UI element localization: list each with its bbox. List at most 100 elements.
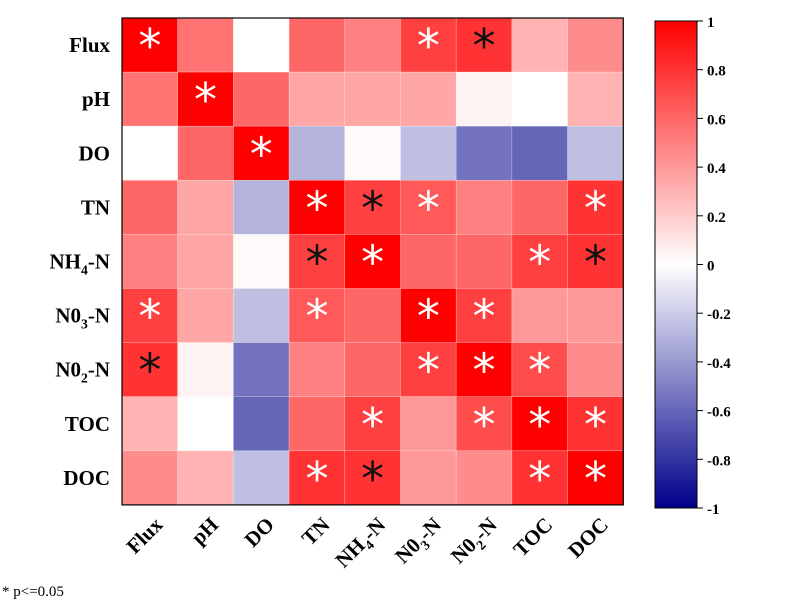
significance-marker: * — [473, 19, 496, 73]
heatmap-cell — [344, 450, 401, 506]
heatmap-cell — [121, 180, 179, 235]
heatmap-cell — [177, 71, 234, 127]
heatmap-cell — [511, 17, 568, 73]
heatmap-cell — [455, 342, 513, 398]
heatmap-cell — [511, 288, 568, 343]
heatmap-cell — [511, 180, 568, 235]
heatmap-cell — [344, 288, 401, 343]
heatmap-cell — [233, 396, 290, 452]
heatmap-cell — [288, 125, 346, 181]
heatmap-cell — [455, 450, 513, 506]
heatmap-cell — [344, 125, 401, 181]
heatmap-frame — [121, 17, 624, 506]
heatmap-cell — [567, 342, 624, 398]
colorbar-tick-label: -1 — [707, 502, 720, 518]
significance-marker: * — [305, 290, 328, 344]
heatmap-cell — [121, 396, 179, 452]
heatmap-cell — [121, 450, 179, 506]
significance-marker: * — [417, 290, 440, 344]
heatmap-cell — [567, 288, 624, 343]
row-label: TOC — [65, 412, 110, 436]
significance-marker: * — [417, 344, 440, 398]
significance-marker: * — [361, 452, 384, 506]
column-label: DOC — [563, 513, 613, 563]
colorbar-tick-label: -0.4 — [707, 356, 731, 372]
significance-marker: * — [138, 290, 161, 344]
significance-marker: * — [584, 398, 607, 452]
heatmap-cell — [455, 288, 513, 343]
column-label: NH4-N — [330, 513, 392, 575]
heatmap-cell — [400, 288, 457, 343]
heatmap-cell — [567, 396, 624, 452]
column-label: DO — [240, 513, 279, 552]
heatmap-cell — [233, 125, 290, 181]
row-label: DO — [79, 141, 111, 165]
significance-marker: * — [194, 73, 217, 127]
significance-marker: * — [417, 181, 440, 235]
colorbar-tick-label: -0.2 — [707, 307, 731, 323]
heatmap-cell — [400, 71, 457, 127]
heatmap-cell — [511, 342, 568, 398]
significance-footnote: * p<=0.05 — [2, 584, 64, 600]
row-labels: Flux pH DO TN NH4-N N03-N N02-N TOC DOC — [50, 33, 111, 490]
row-label: TN — [81, 195, 110, 219]
significance-marker: * — [528, 235, 551, 289]
significance-marker: * — [584, 452, 607, 506]
heatmap-cell — [233, 288, 290, 343]
heatmap-cell — [177, 17, 234, 73]
heatmap-cell — [121, 17, 179, 73]
heatmap-cell — [121, 71, 179, 127]
heatmap-cell — [511, 71, 568, 127]
significance-marker: * — [473, 398, 496, 452]
heatmap-cell — [344, 342, 401, 398]
heatmap-cell — [177, 288, 234, 343]
heatmap-cell — [233, 450, 290, 506]
significance-marker: * — [138, 19, 161, 73]
heatmap-cell — [400, 180, 457, 235]
colorbar-tick-label: -0.6 — [707, 405, 731, 421]
heatmap-cell — [233, 234, 290, 289]
colorbar-tick-label: 1 — [707, 15, 715, 31]
significance-marker: * — [138, 344, 161, 398]
row-label: pH — [82, 87, 110, 111]
significance-marker: * — [473, 344, 496, 398]
colorbar-tick-label: 0.4 — [707, 161, 726, 177]
heatmap-cell — [400, 17, 457, 73]
heatmap-cell — [344, 396, 401, 452]
column-label: N03-N — [390, 513, 448, 571]
heatmap-cell — [177, 180, 234, 235]
significance-marker: * — [584, 181, 607, 235]
row-label: Flux — [69, 33, 110, 57]
significance-marker: * — [528, 344, 551, 398]
heatmap-cell — [288, 17, 346, 73]
heatmap-cell — [288, 342, 346, 398]
heatmap-cell — [511, 450, 568, 506]
colorbar: 1 0.8 0.6 0.4 0.2 0 -0.2 -0.4 -0.6 -0.8 -1 — [654, 15, 731, 518]
heatmap-cell — [511, 125, 568, 181]
heatmap-cell — [177, 450, 234, 506]
heatmap-cell — [567, 450, 624, 506]
heatmap-cell — [177, 396, 234, 452]
heatmap-cell — [567, 71, 624, 127]
heatmap-cell — [400, 342, 457, 398]
significance-marker: * — [305, 181, 328, 235]
heatmap-cells: * * **** * * ** * * ** * * ** * * ** * * ** * * * — [121, 17, 624, 506]
significance-marker: * — [305, 452, 328, 506]
column-label: TN — [297, 513, 335, 551]
row-label: N02-N — [55, 358, 110, 386]
colorbar-tick-label: 0 — [707, 259, 715, 275]
heatmap-cell — [177, 234, 234, 289]
colorbar-tick-label: -0.8 — [707, 453, 731, 469]
heatmap-cell — [121, 234, 179, 289]
significance-marker: * — [473, 290, 496, 344]
heatmap-cell — [177, 342, 234, 398]
heatmap-cell — [400, 234, 457, 289]
column-label: Flux — [122, 512, 168, 558]
significance-marker: * — [528, 398, 551, 452]
significance-marker: * — [250, 127, 273, 181]
significance-marker: * — [361, 235, 384, 289]
significance-marker: * — [305, 235, 328, 289]
heatmap-cell — [233, 342, 290, 398]
significance-marker: * — [584, 235, 607, 289]
